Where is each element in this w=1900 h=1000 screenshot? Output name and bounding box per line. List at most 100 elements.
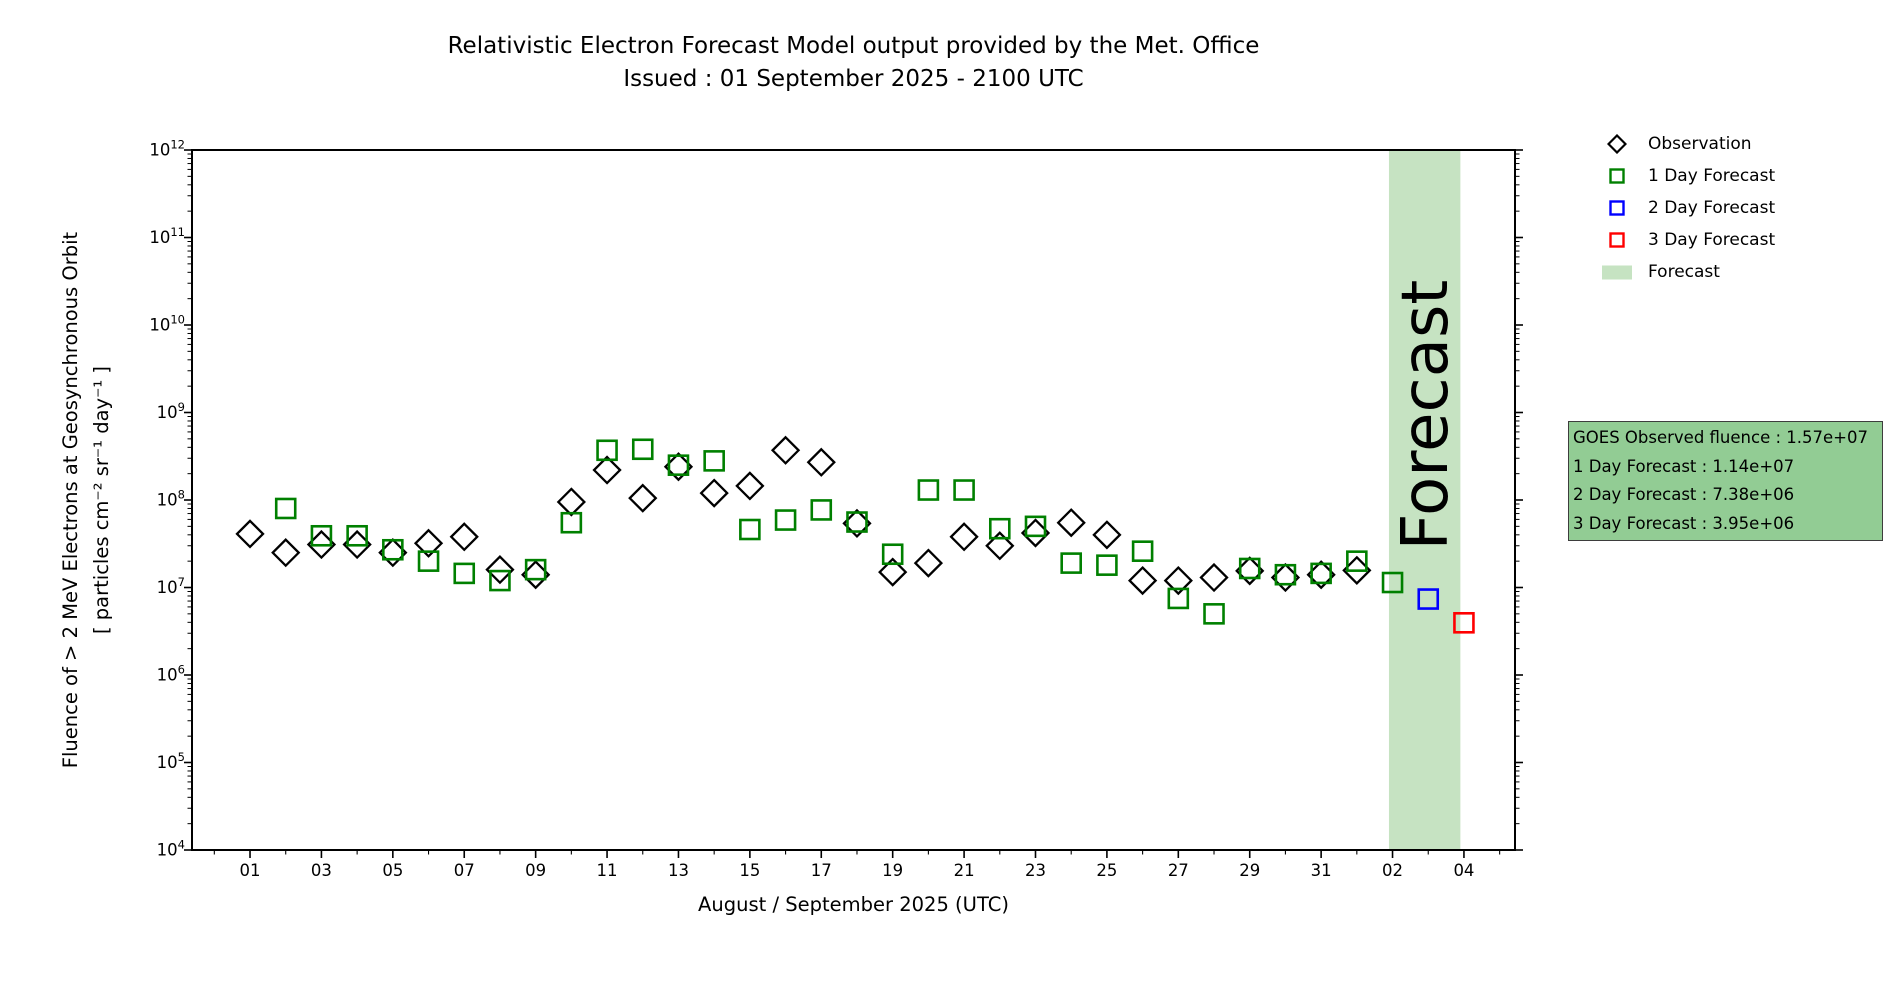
y-tick-label: 109 (157, 400, 185, 422)
observation-point (1127, 565, 1158, 596)
y-tick-label: 105 (157, 750, 185, 772)
x-tick-label: 27 (1168, 861, 1189, 880)
observation-point (1163, 565, 1193, 596)
y-tick-label: 1010 (149, 313, 185, 335)
forecast-point (739, 518, 761, 541)
forecast-point (917, 479, 940, 501)
info-line-observed: GOES Observed fluence : 1.57e+07 (1573, 428, 1868, 447)
legend: Observation 1 Day Forecast 2 Day Forecas… (1602, 128, 1775, 288)
forecast-point (1060, 552, 1083, 574)
legend-label: Forecast (1648, 262, 1720, 282)
legend-label: Observation (1648, 134, 1752, 154)
y-tick-label: 1011 (149, 225, 185, 247)
forecast-point (489, 569, 511, 592)
forecast-point (846, 511, 868, 533)
x-tick-label: 25 (1096, 861, 1117, 880)
x-tick-label: 09 (525, 861, 546, 880)
x-tick-label: 05 (382, 861, 403, 880)
forecast-values-info-box: GOES Observed fluence : 1.57e+07 1 Day F… (1568, 421, 1883, 541)
forecast-point (453, 562, 476, 585)
observation-point (735, 471, 765, 501)
forecast-point (310, 524, 333, 547)
x-tick-label: 04 (1453, 861, 1474, 880)
forecast-point (703, 450, 725, 472)
observation-point (1199, 562, 1229, 593)
forecast-band-swatch-icon (1602, 265, 1632, 280)
forecast-point (417, 550, 440, 572)
1-day-forecast-points (274, 438, 1404, 625)
forecast-point (596, 439, 618, 462)
observation-point (913, 548, 944, 578)
chart-title: Relativistic Electron Forecast Model out… (447, 33, 1260, 59)
forecast-point (1167, 587, 1190, 610)
observation-point (628, 483, 658, 513)
forecast-point (1274, 563, 1297, 586)
chart-subtitle: Issued : 01 September 2025 - 2100 UTC (623, 66, 1084, 92)
x-tick-label: 31 (1311, 861, 1332, 880)
forecast-point (1346, 550, 1368, 572)
legend-label: 1 Day Forecast (1648, 166, 1776, 186)
x-tick-label: 15 (739, 861, 760, 880)
x-tick-label: 07 (454, 861, 475, 880)
observation-point (556, 487, 586, 517)
info-line-3-day: 3 Day Forecast : 3.95e+06 (1573, 513, 1795, 533)
observation-point (878, 557, 908, 587)
y-tick-label: 106 (157, 663, 185, 685)
x-tick-label: 19 (882, 861, 903, 880)
forecast-point (1131, 540, 1154, 562)
forecast-point (1417, 588, 1440, 610)
forecast-point (1453, 611, 1475, 634)
observation-point (449, 522, 479, 552)
y-axis-ticks: 104 105 106 107 108 109 1010 1011 1012 (149, 138, 1523, 860)
x-tick-label: 21 (954, 861, 975, 880)
plot-spines (191, 149, 1516, 851)
forecast-point (774, 509, 797, 531)
observation-points (235, 435, 1372, 596)
forecast-point (1024, 515, 1047, 538)
info-line-1-day: 1 Day Forecast : 1.14e+07 (1573, 456, 1795, 476)
observation-point (699, 478, 729, 508)
x-tick-label: 11 (597, 861, 618, 880)
x-axis-label: August / September 2025 (UTC) (698, 893, 1009, 916)
legend-item-2-day-forecast: 2 Day Forecast (1602, 192, 1775, 224)
forecast-point (1096, 554, 1118, 576)
two-day-forecast-square-icon (1602, 198, 1632, 218)
y-tick-label: 107 (157, 575, 185, 597)
observation-point (949, 522, 979, 552)
x-tick-label: 03 (311, 861, 332, 880)
y-tick-label: 1012 (149, 138, 185, 160)
legend-label: 3 Day Forecast (1648, 230, 1776, 250)
x-tick-label: 01 (240, 861, 261, 880)
forecast-point (988, 517, 1011, 540)
forecast-point (1238, 557, 1261, 580)
observation-point (985, 531, 1015, 561)
forecast-band (1388, 150, 1461, 850)
forecast-point (560, 511, 583, 534)
observation-point (592, 455, 622, 485)
observation-point (1056, 508, 1086, 538)
legend-item-forecast-band: Forecast (1602, 256, 1775, 288)
observation-point (770, 435, 801, 465)
forecast-point (274, 497, 297, 520)
info-line-2-day: 2 Day Forecast : 7.38e+06 (1573, 485, 1795, 504)
3-day-forecast-points (1453, 611, 1475, 634)
2-day-forecast-points (1417, 588, 1440, 610)
observation-point (271, 538, 301, 568)
observation-point (1092, 520, 1122, 550)
forecast-point (953, 479, 975, 501)
legend-label: 2 Day Forecast (1648, 198, 1776, 218)
legend-item-observation: Observation (1602, 128, 1775, 160)
forecast-point (667, 454, 690, 476)
forecast-point (810, 499, 833, 521)
legend-item-3-day-forecast: 3 Day Forecast (1602, 224, 1775, 256)
x-tick-label: 13 (668, 861, 689, 880)
forecast-point (1381, 571, 1404, 594)
forecast-point (631, 438, 654, 461)
observation-point (413, 528, 444, 558)
forecast-point (881, 543, 904, 566)
observation-point (485, 555, 515, 585)
forecast-watermark-text: Forecast (1389, 280, 1463, 551)
observation-point (235, 519, 265, 549)
